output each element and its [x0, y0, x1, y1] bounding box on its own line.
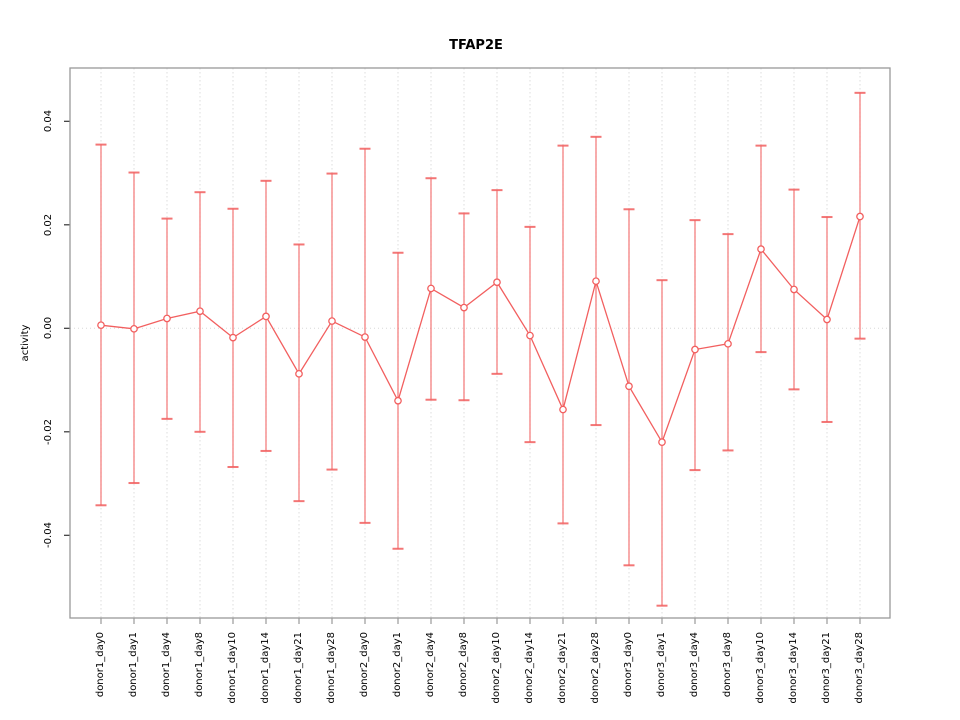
data-point-marker: [295, 369, 303, 378]
x-tick-label: donor1_day1: [128, 632, 139, 698]
data-point-marker: [724, 339, 732, 348]
x-tick-label: donor2_day4: [425, 632, 436, 698]
data-point-marker: [229, 333, 237, 342]
data-point-marker: [427, 284, 435, 293]
data-point-marker: [493, 278, 501, 287]
x-tick-label: donor3_day0: [623, 632, 634, 698]
x-tick-label: donor3_day28: [854, 632, 865, 704]
x-tick-label: donor2_day21: [557, 632, 568, 704]
data-point-marker: [394, 396, 402, 405]
data-point-marker: [625, 382, 633, 391]
data-point-marker: [163, 314, 171, 323]
data-point-marker: [691, 345, 699, 354]
x-tick-label: donor3_day21: [821, 632, 832, 704]
data-point-marker: [97, 321, 105, 330]
x-tick-label: donor1_day28: [326, 632, 337, 704]
data-point-marker: [856, 212, 864, 221]
data-point-marker: [526, 331, 534, 340]
data-point-marker: [658, 438, 666, 446]
x-tick-label: donor2_day8: [458, 632, 469, 698]
x-tick-label: donor1_day0: [95, 632, 106, 698]
series-line: [100, 216, 861, 444]
x-tick-label: donor1_day21: [293, 632, 304, 704]
y-tick-label: 0.00: [43, 317, 54, 340]
data-point-marker: [361, 333, 369, 341]
x-tick-label: donor1_day10: [227, 632, 238, 704]
y-tick-label: 0.04: [43, 110, 54, 133]
data-point-marker: [196, 307, 204, 316]
chart-title: TFAP2E: [449, 38, 503, 53]
x-tick-label: donor3_day10: [755, 632, 766, 704]
data-point-marker: [460, 303, 468, 312]
x-tick-label: donor3_day4: [689, 632, 700, 698]
data-point-marker: [592, 277, 600, 286]
data-point-marker: [262, 312, 270, 321]
x-tick-label: donor2_day0: [359, 632, 370, 698]
x-tick-label: donor2_day14: [524, 632, 535, 704]
plot-border: [69, 67, 891, 619]
data-point-marker: [823, 315, 831, 324]
data-point-marker: [757, 245, 765, 253]
x-tick-label: donor2_day1: [392, 632, 403, 698]
y-tick-label: -0.04: [43, 522, 54, 549]
x-tick-label: donor1_day14: [260, 632, 271, 704]
data-point-marker: [130, 324, 138, 333]
x-tick-label: donor2_day10: [491, 632, 502, 704]
data-point-marker: [559, 405, 567, 414]
y-tick-label: 0.02: [43, 213, 54, 236]
x-tick-label: donor3_day8: [722, 632, 733, 698]
data-point-marker: [328, 317, 336, 325]
x-tick-label: donor3_day14: [788, 632, 799, 704]
y-tick-label: -0.02: [43, 418, 54, 445]
x-tick-label: donor1_day4: [161, 632, 172, 698]
x-tick-label: donor3_day1: [656, 632, 667, 698]
x-tick-label: donor2_day28: [590, 632, 601, 704]
data-point-marker: [790, 285, 798, 294]
x-tick-label: donor1_day8: [194, 632, 205, 698]
